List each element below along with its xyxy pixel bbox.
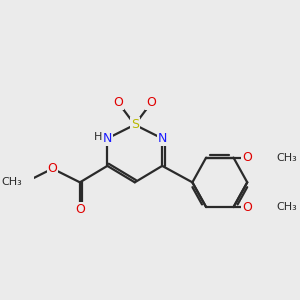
Text: N: N [103,132,112,145]
Text: N: N [158,132,167,145]
Text: CH₃: CH₃ [2,177,22,187]
Text: H: H [94,132,102,142]
Text: S: S [131,118,139,131]
Text: O: O [47,162,57,175]
Text: O: O [242,200,252,214]
Text: O: O [146,96,156,109]
Text: O: O [75,203,85,216]
Text: CH₃: CH₃ [277,202,298,212]
Text: CH₃: CH₃ [277,153,298,163]
Text: O: O [242,151,252,164]
Text: O: O [113,96,123,109]
